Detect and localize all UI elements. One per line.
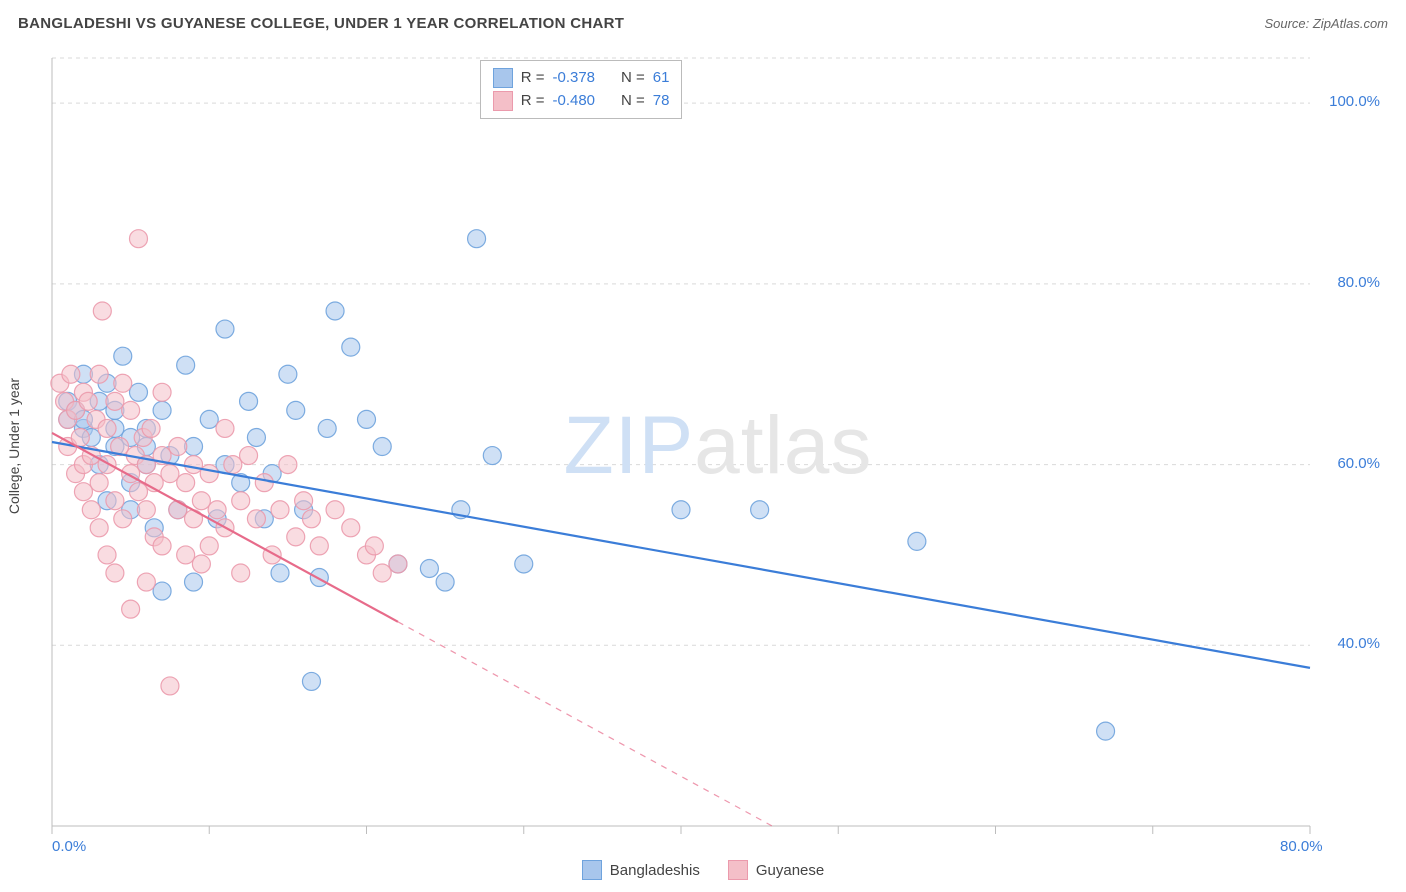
y-tick-label: 40.0% bbox=[1337, 635, 1380, 652]
stats-n-label: N = bbox=[621, 67, 645, 90]
legend-label: Guyanese bbox=[756, 862, 824, 879]
legend-item-guyanese: Guyanese bbox=[728, 860, 824, 880]
stats-row: R = -0.480 N = 78 bbox=[493, 90, 670, 113]
chart-header: BANGLADESHI VS GUYANESE COLLEGE, UNDER 1… bbox=[0, 0, 1406, 46]
stats-swatch-icon bbox=[493, 68, 513, 88]
stats-n-value: 78 bbox=[653, 90, 670, 113]
stats-r-label: R = bbox=[521, 67, 545, 90]
stats-box: R = -0.378 N = 61 R = -0.480 N = 78 bbox=[480, 60, 683, 119]
chart-source: Source: ZipAtlas.com bbox=[1264, 16, 1388, 31]
stats-n-value: 61 bbox=[653, 67, 670, 90]
stats-swatch-icon bbox=[493, 91, 513, 111]
chart-area: ZIPatlas R =-0.378N =61R =-0.480N =78 40… bbox=[48, 46, 1388, 846]
x-tick-label: 0.0% bbox=[52, 838, 86, 855]
y-tick-label: 100.0% bbox=[1329, 93, 1380, 110]
scatter-chart-svg bbox=[48, 46, 1388, 846]
y-axis-label: College, Under 1 year bbox=[6, 378, 22, 514]
y-tick-label: 60.0% bbox=[1337, 455, 1380, 472]
chart-title: BANGLADESHI VS GUYANESE COLLEGE, UNDER 1… bbox=[18, 15, 624, 32]
stats-row: R = -0.378 N = 61 bbox=[493, 67, 670, 90]
x-tick-label: 80.0% bbox=[1280, 838, 1323, 855]
stats-n-label: N = bbox=[621, 90, 645, 113]
y-tick-label: 80.0% bbox=[1337, 274, 1380, 291]
legend-swatch-icon bbox=[582, 860, 602, 880]
legend-swatch-icon bbox=[728, 860, 748, 880]
stats-r-value: -0.480 bbox=[552, 90, 595, 113]
legend-item-bangladeshis: Bangladeshis bbox=[582, 860, 700, 880]
stats-r-label: R = bbox=[521, 90, 545, 113]
bottom-legend: Bangladeshis Guyanese bbox=[0, 860, 1406, 880]
legend-label: Bangladeshis bbox=[610, 862, 700, 879]
stats-r-value: -0.378 bbox=[552, 67, 595, 90]
